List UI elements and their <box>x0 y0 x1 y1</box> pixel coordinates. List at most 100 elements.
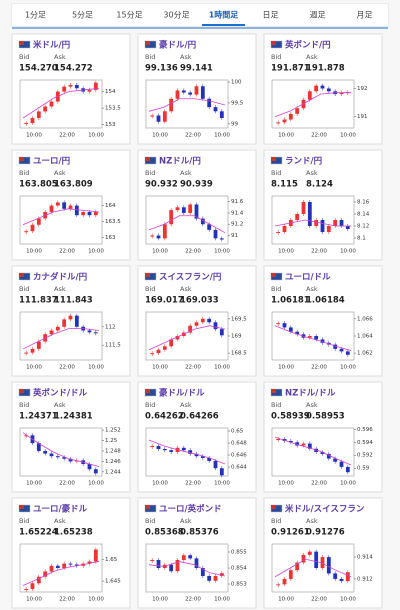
y-tick-label: 1.645 <box>105 579 121 585</box>
pair-name[interactable]: カナダドル/円 <box>33 272 87 283</box>
tab[interactable] <box>200 4 247 26</box>
ask-label: Ask <box>180 169 192 177</box>
tab-label[interactable]: 15分足 <box>116 11 142 20</box>
y-tick-label: 169.5 <box>231 316 247 322</box>
tab[interactable] <box>59 4 106 26</box>
x-tick-label: 10:00 <box>214 133 230 139</box>
tab[interactable] <box>247 4 294 26</box>
candle <box>49 101 54 107</box>
candle <box>87 561 92 564</box>
tab-label[interactable]: 1時間足 <box>209 10 240 20</box>
tab[interactable] <box>12 4 59 26</box>
pair-name[interactable]: 英ポンド/円 <box>284 40 331 51</box>
pair-name[interactable]: NZドル/円 <box>159 157 201 167</box>
y-tick-label: 0.648 <box>231 441 247 447</box>
x-tick-label: 22:00 <box>311 597 327 603</box>
ask-value: 0.91276 <box>306 528 345 538</box>
tab[interactable] <box>153 4 200 26</box>
tab[interactable] <box>106 4 153 26</box>
pair-name[interactable]: 豪ドル/ドル <box>159 388 205 399</box>
pair-name[interactable]: ユーロ/英ポンド <box>159 504 222 515</box>
y-tick-label: 99 <box>231 121 238 127</box>
candle <box>207 458 212 461</box>
candle <box>36 341 41 349</box>
x-tick-label: 10:00 <box>278 597 294 603</box>
candle <box>326 88 331 92</box>
tab-label[interactable]: 週足 <box>310 11 326 20</box>
flag-mark <box>19 273 24 277</box>
candle <box>345 226 350 229</box>
candle <box>36 443 41 451</box>
candle <box>62 563 67 568</box>
y-tick-label: 0.914 <box>357 555 373 561</box>
tab-label[interactable]: 1分足 <box>25 11 46 20</box>
candle <box>295 331 300 335</box>
pair-name[interactable]: 英ポンド/ドル <box>32 388 88 399</box>
x-tick-label: 10:00 <box>152 365 168 371</box>
pair-name[interactable]: ユーロ/豪ドル <box>33 504 88 515</box>
candle <box>345 572 350 582</box>
candle <box>156 349 161 354</box>
moving-average <box>148 439 226 465</box>
x-tick-label: 10:00 <box>340 597 356 603</box>
candle <box>81 212 86 216</box>
x-tick-label: 22:00 <box>185 597 201 603</box>
pair-name[interactable]: ユーロ/ドル <box>285 273 331 283</box>
bid-value: 1.06181 <box>271 296 310 306</box>
pair-name[interactable]: NZドル/ドル <box>285 389 336 399</box>
candle <box>74 564 79 566</box>
candle <box>156 235 161 239</box>
x-tick-label: 10:00 <box>88 249 104 255</box>
candle <box>62 202 67 209</box>
tab[interactable] <box>294 4 341 26</box>
moving-average <box>274 436 352 466</box>
bid-label: Bid <box>19 401 29 409</box>
pair-name[interactable]: スイスフラン/円 <box>159 273 221 283</box>
plot-area <box>19 195 103 245</box>
bid-label: Bid <box>271 169 281 177</box>
candle <box>156 115 161 122</box>
ask-label: Ask <box>306 53 318 61</box>
candle <box>93 332 98 334</box>
y-tick-label: 0.644 <box>231 465 247 471</box>
tab[interactable] <box>341 4 388 26</box>
bid-value: 191.871 <box>271 64 310 74</box>
flag-mark <box>145 389 150 393</box>
ask-label: Ask <box>180 401 192 409</box>
flag-mark <box>271 273 276 277</box>
ask-label: Ask <box>180 53 192 61</box>
candle <box>314 85 319 92</box>
flag-mark <box>271 157 276 161</box>
ask-label: Ask <box>306 169 318 177</box>
pair-name[interactable]: 豪ドル/円 <box>159 40 196 51</box>
y-tick-label: 0.853 <box>231 582 247 588</box>
x-tick-label: 10:00 <box>278 249 294 255</box>
x-tick-label: 10:00 <box>214 481 230 487</box>
y-tick-label: 111.5 <box>105 343 121 349</box>
x-tick-label: 10:00 <box>278 133 294 139</box>
pair-name[interactable]: 米ドル/円 <box>33 40 70 51</box>
x-tick-label: 10:00 <box>340 133 356 139</box>
candle <box>181 447 186 451</box>
x-tick-label: 22:00 <box>185 365 201 371</box>
candle <box>219 573 224 576</box>
tab-label[interactable]: 30分足 <box>163 11 189 20</box>
flag-mark <box>145 157 150 161</box>
pair-name[interactable]: ランド/円 <box>285 157 322 167</box>
tab-label[interactable]: 月足 <box>357 11 373 20</box>
tab-label[interactable]: 日足 <box>263 11 279 20</box>
y-tick-label: 112 <box>105 324 116 330</box>
plot-area <box>145 311 229 361</box>
pair-name[interactable]: 米ドル/スイスフラン <box>285 504 365 515</box>
bid-value: 1.65224 <box>19 528 58 538</box>
candle <box>68 458 73 462</box>
y-tick-label: 99.5 <box>231 100 244 106</box>
candle <box>68 84 73 87</box>
candle <box>55 326 60 331</box>
bid-label: Bid <box>145 169 155 177</box>
pair-name[interactable]: ユーロ/円 <box>33 157 70 167</box>
candle <box>87 89 92 92</box>
tab-label[interactable]: 5分足 <box>72 11 93 20</box>
moving-average <box>274 219 351 227</box>
candle <box>93 82 98 90</box>
